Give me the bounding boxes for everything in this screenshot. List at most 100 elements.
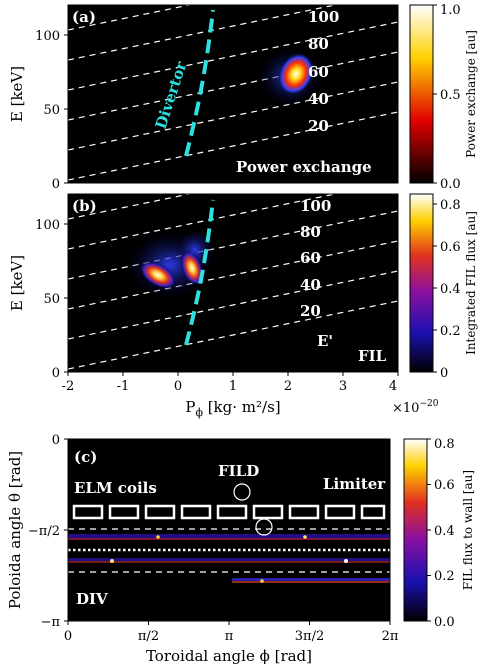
panel-a: (a) Divertor 100 80 60 40 20 Power excha… bbox=[8, 3, 478, 192]
panel-a-energy-lines bbox=[68, 5, 398, 181]
colorbar-label: FIL flux to wall [au] bbox=[461, 470, 475, 590]
div-label: DIV bbox=[76, 590, 108, 608]
panel-b-xlabel: Pϕ [kg· m²/s] bbox=[185, 398, 280, 419]
colorbar-tick: 0.8 bbox=[440, 198, 461, 213]
panel-c: (c) ELM coils FILD Limiter DIV 0 −π/2 −π… bbox=[6, 433, 475, 665]
xtick-label: 3 bbox=[339, 379, 347, 394]
energy-line bbox=[68, 21, 398, 91]
energy-label: 20 bbox=[300, 302, 321, 320]
colorbar-tick: 0 bbox=[440, 366, 448, 381]
colorbar-tick: 0.8 bbox=[434, 437, 455, 452]
ytick-label: 0 bbox=[52, 366, 60, 381]
fil-blob bbox=[180, 250, 204, 286]
elm-coil bbox=[108, 504, 140, 520]
elm-coil bbox=[72, 504, 104, 520]
elm-coil bbox=[144, 504, 176, 520]
xtick-label: 2 bbox=[284, 379, 292, 394]
colorbar-tick: 0.2 bbox=[440, 324, 461, 339]
panel-c-plot-area bbox=[68, 439, 390, 621]
panel-b-plot-area bbox=[68, 194, 398, 372]
fild-marker bbox=[233, 483, 251, 501]
panel-a-ylabel: E [keV] bbox=[8, 66, 26, 122]
energy-label: 100 bbox=[300, 197, 331, 215]
power-exchange-label: Power exchange bbox=[236, 158, 372, 176]
x-multiplier: ×10−20 bbox=[392, 399, 439, 416]
colorbar-gradient bbox=[409, 4, 434, 184]
ytick-label: 100 bbox=[35, 29, 60, 44]
elm-coil bbox=[360, 504, 386, 520]
xtick-label: π/2 bbox=[138, 629, 159, 644]
energy-line bbox=[68, 270, 398, 340]
energy-line bbox=[68, 300, 398, 370]
divertor-curve bbox=[184, 9, 215, 157]
ytick-label: 50 bbox=[43, 292, 60, 307]
panel-b-energy-lines bbox=[68, 194, 398, 370]
x-multiplier-base: ×10 bbox=[392, 401, 419, 416]
panel-c-xlabel: Toroidal angle ϕ [rad] bbox=[146, 647, 312, 665]
elm-coil bbox=[288, 504, 320, 520]
xtick-label: 3π/2 bbox=[295, 629, 324, 644]
panel-a-plot-area bbox=[68, 5, 398, 183]
fil-label: FIL bbox=[358, 347, 387, 365]
colorbar-tick: 0.4 bbox=[434, 524, 455, 539]
panel-b-yticks: 0 50 100 bbox=[35, 218, 68, 381]
energy-line bbox=[68, 194, 338, 250]
flux-hotspot bbox=[303, 535, 307, 539]
xlabel-sub: ϕ bbox=[195, 406, 203, 419]
flux-strip bbox=[68, 538, 390, 540]
energy-label: 60 bbox=[308, 63, 329, 81]
limiter-label: Limiter bbox=[323, 475, 386, 493]
separatrix-lines bbox=[68, 528, 390, 573]
panel-b: (b) 100 80 60 40 20 E' FIL 0 50 100 E [k… bbox=[8, 193, 478, 419]
panel-b-label: (b) bbox=[72, 197, 97, 215]
flux-band bbox=[68, 534, 390, 583]
xlabel-unit: [kg· m²/s] bbox=[203, 398, 281, 416]
xtick-label: 0 bbox=[174, 379, 182, 394]
flux-hotspot bbox=[156, 535, 160, 539]
panel-c-label: (c) bbox=[74, 448, 97, 466]
flux-hotspot bbox=[260, 579, 264, 583]
colorbar-gradient bbox=[409, 193, 434, 373]
colorbar-tick: 0.4 bbox=[440, 282, 461, 297]
power-exchange-blob bbox=[278, 52, 314, 96]
energy-line bbox=[68, 111, 398, 181]
colorbar-tick: 0.6 bbox=[434, 478, 455, 493]
energy-line bbox=[68, 51, 398, 121]
xtick-label: 2π bbox=[382, 629, 399, 644]
flux-strip bbox=[68, 558, 390, 561]
energy-line bbox=[68, 194, 193, 220]
xtick-label: 0 bbox=[64, 629, 72, 644]
fild-label: FILD bbox=[218, 462, 259, 480]
flux-hotspot bbox=[344, 559, 348, 563]
flux-strip bbox=[68, 534, 390, 538]
xtick-label: -2 bbox=[62, 379, 75, 394]
panel-a-colorbar: 0.0 0.5 1.0 Power exchange [au] bbox=[409, 3, 478, 192]
energy-line bbox=[68, 81, 398, 151]
colorbar-tick: 1.0 bbox=[440, 3, 461, 18]
limiter-marker bbox=[255, 518, 273, 536]
divertor-curve bbox=[184, 199, 215, 346]
energy-label: 40 bbox=[300, 276, 321, 294]
elm-coil bbox=[180, 504, 212, 520]
xlabel-main: P bbox=[185, 398, 195, 416]
energy-line bbox=[68, 210, 398, 280]
panel-b-colorbar: 0 0.2 0.4 0.6 0.8 Integrated FIL flux [a… bbox=[409, 193, 478, 381]
colorbar-label: Power exchange [au] bbox=[464, 30, 478, 158]
elm-coil bbox=[324, 504, 356, 520]
xtick-label: 1 bbox=[229, 379, 237, 394]
x-multiplier-exp: −20 bbox=[419, 399, 438, 409]
panel-b-xticks: -2 -1 0 1 2 3 4 bbox=[62, 372, 399, 394]
flux-strip bbox=[232, 581, 390, 583]
colorbar-tick: 0.2 bbox=[434, 569, 455, 584]
panel-c-yticks: 0 −π/2 −π bbox=[28, 433, 68, 630]
panel-b-energy-labels: 100 80 60 40 20 bbox=[300, 197, 331, 320]
elm-coil bbox=[216, 504, 248, 520]
energy-label: 40 bbox=[308, 90, 329, 108]
energy-label: 100 bbox=[308, 8, 339, 26]
elm-coil bbox=[252, 504, 284, 520]
colorbar-tick: 0.6 bbox=[440, 240, 461, 255]
panel-a-yticks: 0 50 100 bbox=[35, 29, 68, 192]
energy-label: 80 bbox=[308, 35, 329, 53]
colorbar-tick: 0.5 bbox=[440, 88, 461, 103]
